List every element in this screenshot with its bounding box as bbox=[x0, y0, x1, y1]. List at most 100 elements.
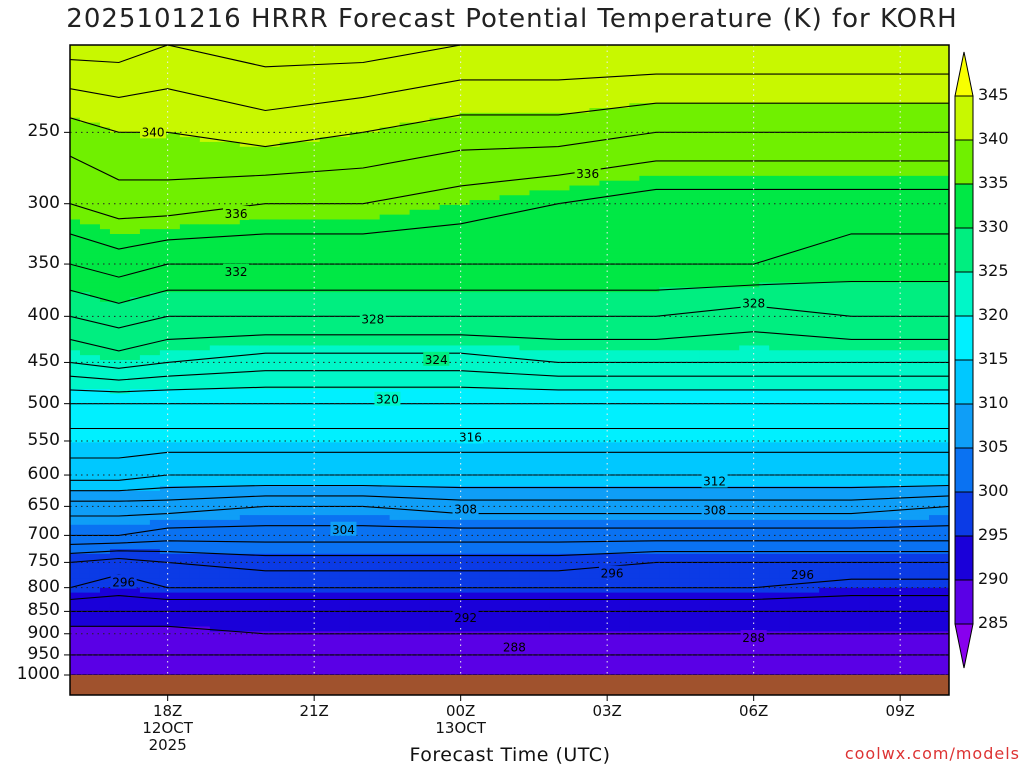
band-cell bbox=[70, 204, 81, 211]
band-cell bbox=[339, 670, 351, 676]
band-cell bbox=[139, 190, 151, 196]
band-cell bbox=[109, 534, 121, 540]
band-cell bbox=[349, 180, 361, 187]
band-cell bbox=[339, 171, 351, 177]
band-cell bbox=[149, 578, 161, 584]
band-cell bbox=[109, 112, 121, 119]
band-cell bbox=[199, 427, 211, 434]
band-cell bbox=[129, 369, 141, 376]
band-cell bbox=[219, 108, 231, 114]
band-cell bbox=[429, 393, 441, 400]
band-cell bbox=[379, 602, 391, 608]
band-cell bbox=[349, 224, 361, 230]
band-cell bbox=[219, 389, 231, 395]
band-cell bbox=[149, 248, 161, 254]
band-cell bbox=[259, 558, 271, 565]
band-cell bbox=[299, 626, 311, 632]
band-cell bbox=[199, 515, 211, 521]
band-cell bbox=[389, 234, 401, 240]
band-cell bbox=[119, 219, 131, 225]
band-cell bbox=[289, 607, 301, 613]
band-cell bbox=[99, 204, 111, 211]
band-cell bbox=[70, 650, 81, 657]
band-cell bbox=[189, 171, 201, 177]
band-cell bbox=[289, 103, 301, 109]
band-cell bbox=[309, 200, 321, 206]
band-cell bbox=[139, 650, 151, 657]
band-cell bbox=[79, 534, 91, 540]
band-cell bbox=[319, 316, 331, 322]
band-cell bbox=[239, 413, 251, 419]
band-cell bbox=[389, 248, 401, 254]
band-cell bbox=[189, 403, 201, 410]
band-cell bbox=[409, 510, 421, 516]
band-cell bbox=[199, 156, 211, 162]
band-cell bbox=[139, 413, 151, 419]
band-cell bbox=[209, 447, 221, 453]
band-cell bbox=[319, 45, 331, 51]
band-cell bbox=[329, 423, 341, 429]
band-cell bbox=[319, 78, 331, 85]
band-cell bbox=[269, 98, 281, 104]
band-cell bbox=[219, 350, 231, 356]
band-cell bbox=[89, 490, 101, 497]
band-cell bbox=[269, 340, 281, 347]
band-cell bbox=[159, 267, 171, 274]
band-cell bbox=[339, 267, 351, 274]
band-cell bbox=[279, 398, 291, 405]
band-cell bbox=[209, 330, 221, 337]
band-cell bbox=[409, 544, 421, 550]
band-cell bbox=[409, 665, 421, 671]
band-cell bbox=[119, 650, 131, 657]
band-cell bbox=[109, 146, 121, 153]
band-cell bbox=[289, 229, 301, 235]
band-cell bbox=[79, 209, 91, 216]
band-cell bbox=[99, 350, 111, 356]
band-cell bbox=[369, 645, 381, 652]
band-cell bbox=[359, 529, 371, 536]
band-cell bbox=[89, 665, 101, 671]
band-cell bbox=[70, 340, 81, 347]
band-cell bbox=[229, 650, 241, 657]
band-cell bbox=[199, 277, 211, 284]
band-cell bbox=[99, 471, 111, 477]
band-cell bbox=[199, 549, 211, 555]
band-cell bbox=[70, 597, 81, 603]
band-cell bbox=[419, 558, 431, 565]
band-cell bbox=[299, 524, 311, 531]
band-cell bbox=[409, 602, 421, 608]
band-cell bbox=[329, 481, 341, 487]
band-cell bbox=[249, 660, 261, 666]
band-cell bbox=[399, 519, 411, 526]
band-cell bbox=[149, 626, 161, 632]
band-cell bbox=[359, 544, 371, 550]
band-cell bbox=[349, 379, 361, 385]
band-cell bbox=[399, 272, 411, 279]
band-cell bbox=[389, 500, 401, 506]
band-cell bbox=[329, 171, 341, 177]
band-cell bbox=[309, 258, 321, 264]
band-cell bbox=[159, 471, 171, 477]
band-cell bbox=[129, 330, 141, 337]
band-cell bbox=[419, 263, 431, 269]
band-cell bbox=[279, 471, 291, 477]
band-cell bbox=[329, 330, 341, 337]
band-cell bbox=[189, 88, 201, 95]
band-cell bbox=[129, 340, 141, 347]
band-cell bbox=[339, 505, 351, 511]
band-cell bbox=[369, 238, 381, 245]
band-cell bbox=[109, 297, 121, 303]
band-cell bbox=[70, 621, 81, 628]
band-cell bbox=[419, 238, 431, 245]
band-cell bbox=[379, 423, 391, 429]
band-cell bbox=[159, 670, 171, 676]
band-cell bbox=[259, 204, 271, 211]
band-cell bbox=[70, 665, 81, 671]
band-cell bbox=[329, 297, 341, 303]
band-cell bbox=[269, 481, 281, 487]
band-cell bbox=[189, 519, 201, 526]
band-cell bbox=[349, 117, 361, 124]
band-cell bbox=[429, 665, 441, 671]
band-cell bbox=[189, 49, 201, 56]
band-cell bbox=[249, 306, 261, 313]
